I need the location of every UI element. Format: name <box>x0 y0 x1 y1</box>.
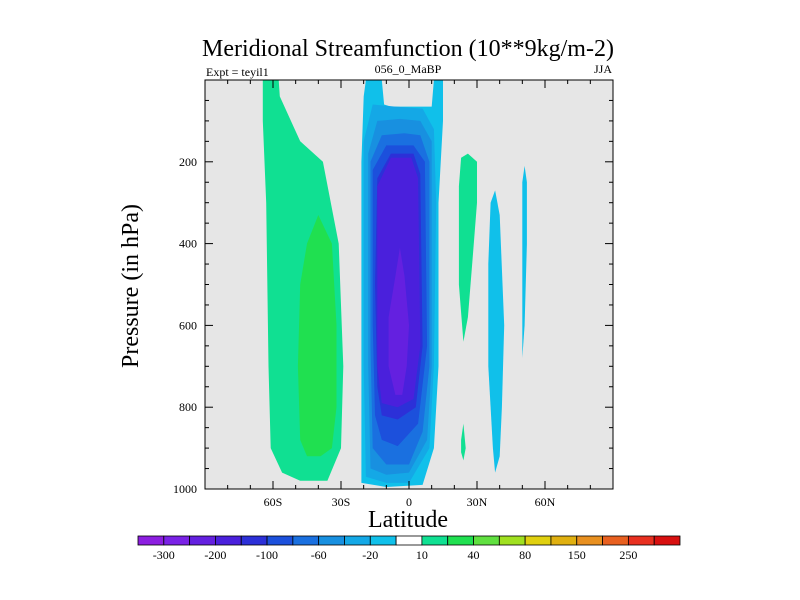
colorbar-swatch <box>369 535 397 546</box>
x-tick-label: 0 <box>406 495 412 509</box>
colorbar-swatch <box>447 535 474 546</box>
colorbar-label: 80 <box>519 548 531 562</box>
nh-positive-column <box>458 153 477 342</box>
colorbar-swatch <box>318 535 345 546</box>
colorbar-swatch <box>344 535 371 546</box>
colorbar-label: -60 <box>311 548 327 562</box>
y-tick-label: 600 <box>179 318 197 332</box>
colorbar-label: -100 <box>256 548 278 562</box>
colorbar-swatch <box>473 535 500 546</box>
hadley-cell-core <box>388 247 409 395</box>
x-tick-label: 30S <box>332 495 351 509</box>
period-label: 056_0_MaBP <box>375 62 442 76</box>
y-tick-label: 400 <box>179 237 197 251</box>
colorbar-swatch <box>137 535 165 546</box>
axes: 60S 30S 0 30N 60N 200 400 600 800 1000 <box>173 80 613 509</box>
colorbar-label: -200 <box>204 548 226 562</box>
colorbar-swatch <box>576 535 603 546</box>
y-axis-label: Pressure (in hPa) <box>118 204 144 368</box>
nh-positive-blob <box>461 423 466 461</box>
colorbar-swatch <box>653 535 681 546</box>
colorbar-label: 150 <box>568 548 586 562</box>
colorbar-label: -300 <box>153 548 175 562</box>
colorbar-label: 10 <box>416 548 428 562</box>
colorbar-swatch <box>550 535 578 546</box>
experiment-label: Expt = teyil1 <box>206 65 269 79</box>
x-axis-label: Latitude <box>368 507 448 533</box>
colorbar-swatch <box>240 535 268 546</box>
colorbar-swatch <box>627 535 655 546</box>
y-tick-label: 800 <box>179 400 197 414</box>
colorbar-swatch <box>189 535 216 546</box>
colorbar-swatch <box>421 535 449 546</box>
sh-ferrel-inner-cell <box>297 215 337 457</box>
colorbar-swatch <box>215 535 242 546</box>
colorbar-swatch <box>524 535 552 546</box>
colorbar-swatch <box>266 535 294 546</box>
colorbar-label: 40 <box>468 548 480 562</box>
x-tick-label: 60N <box>535 495 556 509</box>
chart-title: Meridional Streamfunction (10**9kg/m-2) <box>202 36 614 62</box>
contour-regions <box>262 80 527 487</box>
colorbar-swatch <box>163 535 191 546</box>
colorbar-swatch <box>292 535 320 546</box>
x-tick-label: 30N <box>467 495 488 509</box>
season-label: JJA <box>594 62 612 76</box>
nh-negative-column <box>488 190 505 473</box>
colorbar-label: -20 <box>362 548 378 562</box>
y-tick-label: 1000 <box>173 482 197 496</box>
x-tick-label: 60S <box>264 495 283 509</box>
colorbar-swatch <box>395 535 423 546</box>
nh-negative-sliver <box>522 165 527 359</box>
colorbar: -300 -200 -100 -60 -20 10 40 80 150 250 <box>137 535 681 562</box>
colorbar-swatch <box>602 535 629 546</box>
colorbar-label: 250 <box>619 548 637 562</box>
y-tick-label: 200 <box>179 155 197 169</box>
colorbar-swatch <box>498 535 526 546</box>
